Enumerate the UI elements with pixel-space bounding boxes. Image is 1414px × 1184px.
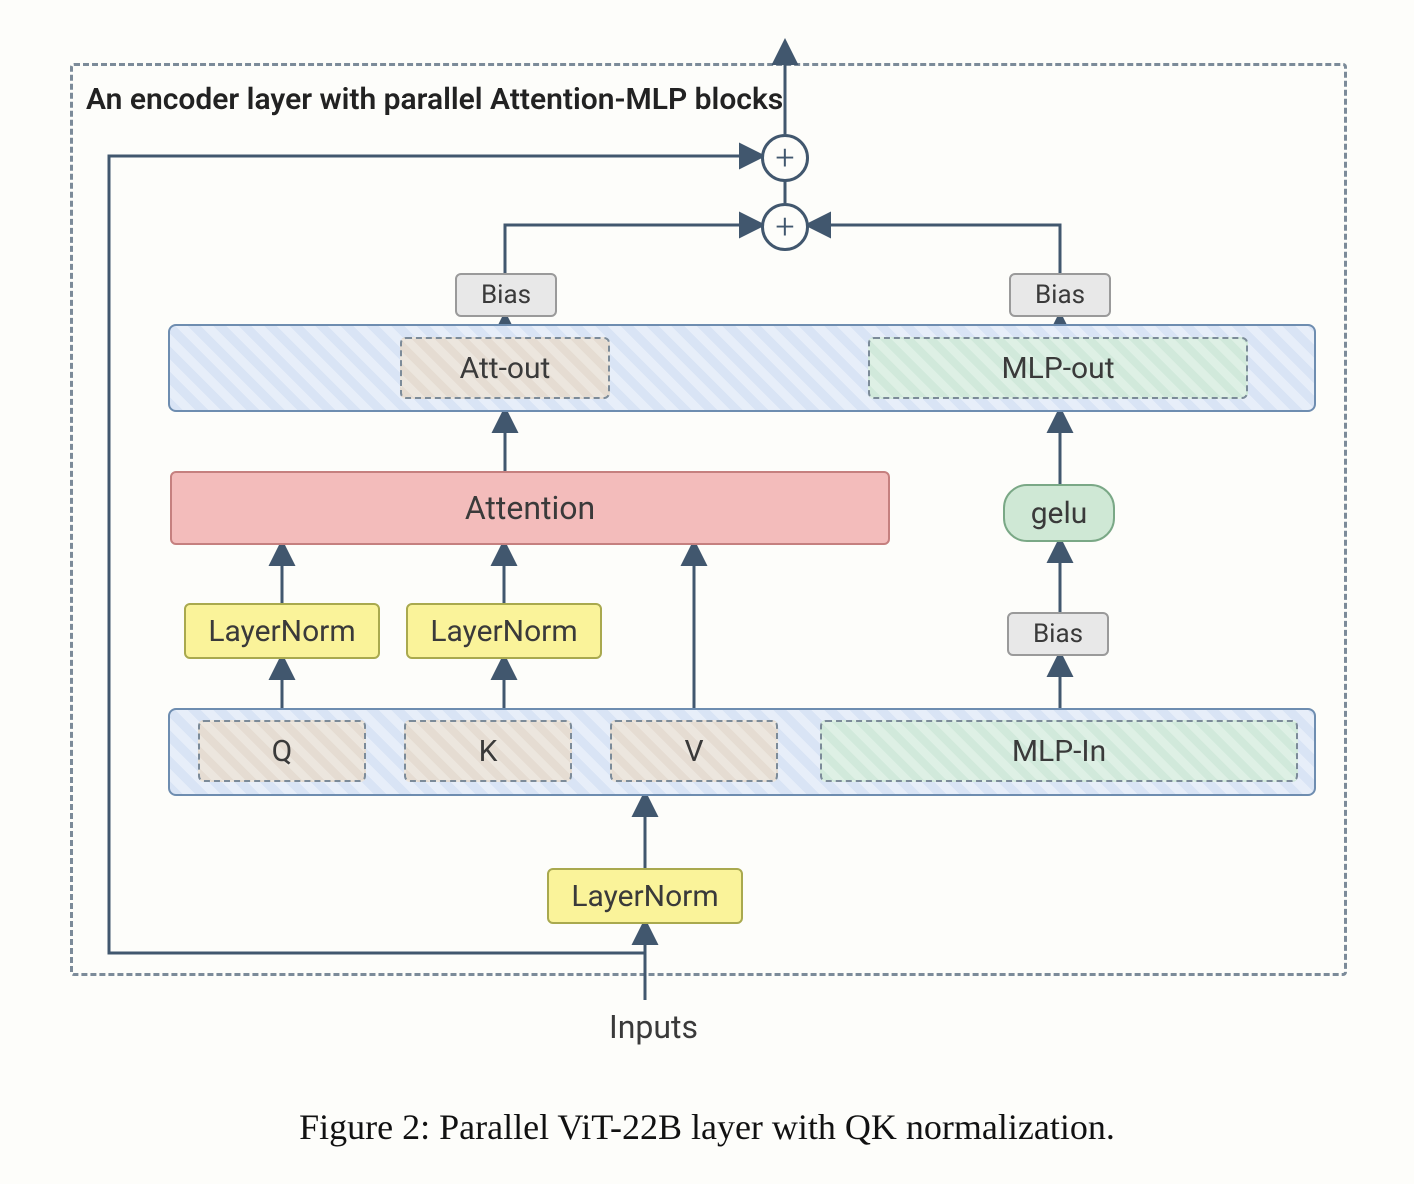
v-block: V — [610, 720, 778, 782]
layernorm-k: LayerNorm — [406, 603, 602, 659]
attention-block: Attention — [170, 471, 890, 545]
mlp-in-block: MLP-In — [820, 720, 1298, 782]
add-node-upper: + — [761, 134, 809, 182]
bias-att-out: Bias — [455, 273, 557, 317]
bias-mlp-in: Bias — [1007, 612, 1109, 656]
figure-caption: Figure 2: Parallel ViT-22B layer with QK… — [0, 1106, 1414, 1148]
diagram-title: An encoder layer with parallel Attention… — [86, 82, 783, 117]
k-block: K — [404, 720, 572, 782]
mlp-out-block: MLP-out — [868, 337, 1248, 399]
layernorm-input: LayerNorm — [547, 868, 743, 924]
inputs-label: Inputs — [609, 1008, 698, 1046]
layernorm-q: LayerNorm — [184, 603, 380, 659]
bias-mlp-out: Bias — [1009, 273, 1111, 317]
att-out-block: Att-out — [400, 337, 610, 399]
add-node-lower: + — [761, 203, 809, 251]
gelu-block: gelu — [1003, 484, 1115, 542]
q-block: Q — [198, 720, 366, 782]
